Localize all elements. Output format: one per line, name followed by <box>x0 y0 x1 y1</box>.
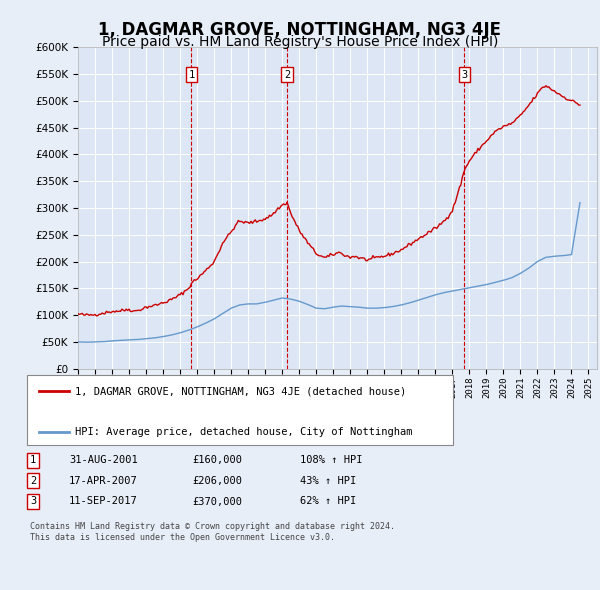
Text: 108% ↑ HPI: 108% ↑ HPI <box>300 455 362 465</box>
Text: 31-AUG-2001: 31-AUG-2001 <box>69 455 138 465</box>
Text: 1: 1 <box>30 455 36 465</box>
Text: 17-APR-2007: 17-APR-2007 <box>69 476 138 486</box>
Text: 1, DAGMAR GROVE, NOTTINGHAM, NG3 4JE (detached house): 1, DAGMAR GROVE, NOTTINGHAM, NG3 4JE (de… <box>75 386 406 396</box>
Text: £160,000: £160,000 <box>192 455 242 465</box>
Text: 62% ↑ HPI: 62% ↑ HPI <box>300 497 356 506</box>
Text: £370,000: £370,000 <box>192 497 242 506</box>
Text: 1, DAGMAR GROVE, NOTTINGHAM, NG3 4JE: 1, DAGMAR GROVE, NOTTINGHAM, NG3 4JE <box>98 21 502 39</box>
Text: 1: 1 <box>188 70 194 80</box>
Text: 3: 3 <box>461 70 467 80</box>
Text: 2: 2 <box>284 70 290 80</box>
Text: 2: 2 <box>30 476 36 486</box>
Text: 43% ↑ HPI: 43% ↑ HPI <box>300 476 356 486</box>
Text: Price paid vs. HM Land Registry's House Price Index (HPI): Price paid vs. HM Land Registry's House … <box>102 35 498 50</box>
Text: 3: 3 <box>30 497 36 506</box>
Text: HPI: Average price, detached house, City of Nottingham: HPI: Average price, detached house, City… <box>75 427 413 437</box>
Text: 11-SEP-2017: 11-SEP-2017 <box>69 497 138 506</box>
Text: £206,000: £206,000 <box>192 476 242 486</box>
Text: Contains HM Land Registry data © Crown copyright and database right 2024.
This d: Contains HM Land Registry data © Crown c… <box>30 522 395 542</box>
